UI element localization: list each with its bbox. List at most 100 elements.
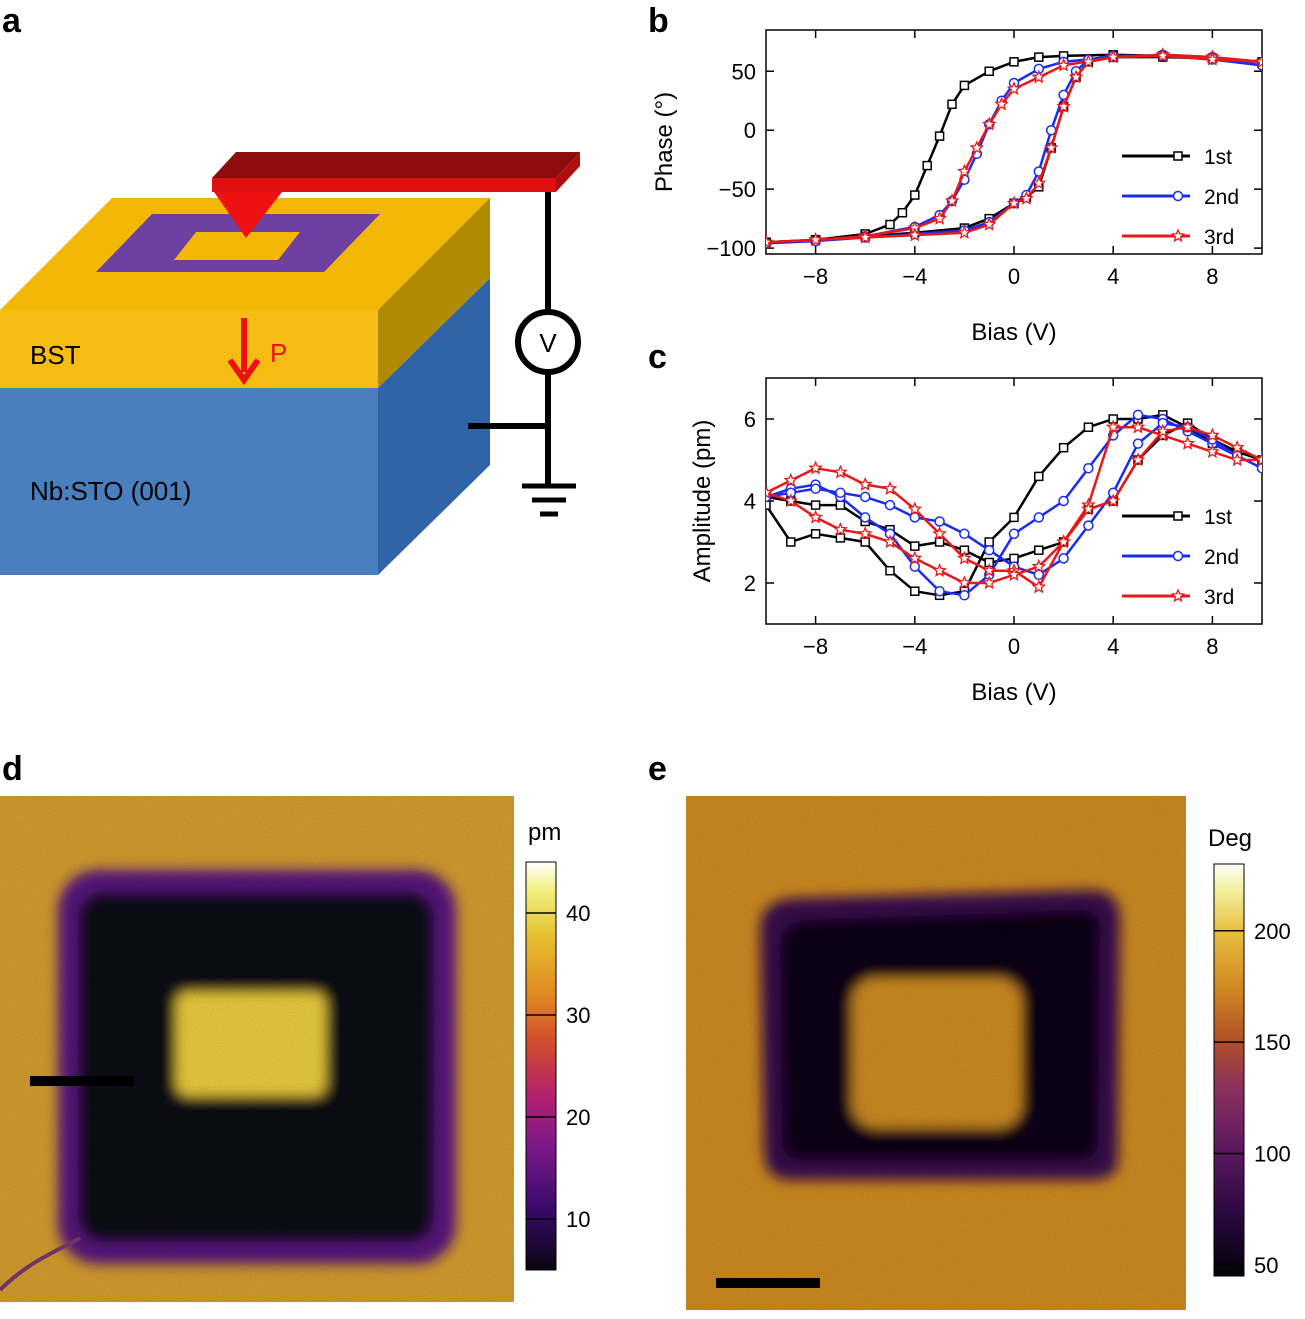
data-point-3rd [981, 116, 997, 131]
data-point-3rd [1130, 419, 1146, 434]
y-tick-label: −50 [719, 177, 756, 202]
data-point-1st [1034, 52, 1044, 62]
x-tick-label: 4 [1107, 634, 1119, 659]
colorbar-d [525, 861, 557, 1271]
data-point-2nd [884, 499, 896, 511]
device-schematic: V P BST Nb:STO (001) [0, 152, 581, 575]
data-point-2nd [1083, 462, 1094, 474]
data-point-2nd [909, 561, 921, 572]
data-point-3rd [1081, 501, 1096, 516]
data-point-3rd [833, 464, 848, 479]
data-point-3rd [1056, 57, 1071, 72]
data-point-2nd [1256, 462, 1262, 474]
legend-label-1st: 1st [1204, 506, 1232, 529]
data-point-3rd [766, 234, 774, 249]
data-point-1st [959, 80, 970, 91]
y-tick-label: −100 [706, 236, 756, 261]
bst-front-face [0, 310, 378, 388]
sto-side-face [378, 278, 490, 575]
legend-marker-3rd [1170, 228, 1186, 243]
data-point-2nd [1033, 569, 1045, 581]
data-point-1st [835, 500, 846, 510]
data-point-3rd [981, 575, 997, 590]
data-point-3rd [766, 485, 774, 500]
y-axis-label: Amplitude (pm) [689, 420, 716, 583]
voltmeter-label: V [539, 328, 557, 358]
scale-bar-d [30, 1076, 134, 1086]
data-point-3rd [1205, 427, 1220, 442]
data-point-3rd [857, 476, 873, 491]
legend-label-2nd: 2nd [1204, 546, 1239, 569]
sto-front-face [0, 388, 378, 575]
data-point-3rd [932, 526, 947, 541]
data-point-1st [910, 586, 920, 596]
y-tick-label: 0 [744, 118, 756, 143]
data-point-2nd [1058, 495, 1069, 507]
data-point-2nd [1132, 409, 1144, 421]
data-point-1st [860, 537, 870, 547]
data-point-1st [984, 537, 994, 547]
substrate-label: Nb:STO (001) [30, 476, 191, 506]
y-axis-label: Phase (°) [651, 92, 678, 192]
data-point-3rd [1081, 54, 1096, 69]
data-point-2nd [1083, 520, 1094, 531]
data-point-3rd [882, 481, 898, 495]
colorbar-e [1213, 863, 1245, 1277]
data-point-3rd [907, 550, 923, 565]
data-point-2nd [859, 491, 871, 503]
legend-label-1st: 1st [1204, 146, 1232, 169]
data-point-1st [1009, 553, 1019, 564]
data-point-3rd [808, 460, 823, 475]
data-point-2nd [1058, 553, 1069, 564]
data-point-2nd [859, 512, 871, 523]
colorbar-tick-label: 200 [1254, 919, 1291, 944]
data-point-3rd [833, 522, 848, 536]
data-point-3rd [1031, 579, 1047, 594]
x-axis-label: Bias (V) [971, 319, 1056, 346]
data-point-3rd [1031, 69, 1047, 84]
data-point-3rd [1006, 567, 1022, 582]
data-point-1st [897, 207, 908, 218]
plot-area-b [766, 47, 1262, 249]
data-point-3rd [1155, 423, 1171, 438]
data-point-3rd [1205, 51, 1220, 66]
data-point-3rd [1056, 534, 1071, 549]
data-point-3rd [1031, 175, 1047, 190]
data-point-3rd [957, 575, 972, 590]
series-line-1st [766, 413, 1262, 597]
y-tick-label: 6 [744, 407, 756, 432]
data-point-3rd [1155, 427, 1171, 442]
data-point-3rd [957, 163, 972, 178]
series-line-2nd [766, 413, 1262, 597]
data-point-3rd [1155, 48, 1171, 63]
data-point-3rd [1105, 419, 1121, 434]
colorbar-tick-label: 100 [1254, 1142, 1291, 1167]
data-point-3rd [1105, 49, 1121, 64]
data-point-3rd [907, 227, 923, 242]
colorbar-tick-label: 40 [566, 901, 590, 926]
data-point-2nd [1008, 528, 1020, 540]
data-point-2nd [810, 483, 821, 494]
panel-label-e: e [648, 750, 667, 788]
data-point-3rd [1180, 419, 1195, 434]
data-point-3rd [1031, 558, 1047, 573]
data-point-3rd [1006, 81, 1022, 96]
data-point-1st [885, 219, 895, 230]
colorbar-d-title: pm [528, 819, 561, 846]
data-point-3rd [808, 509, 823, 524]
data-point-3rd [957, 550, 972, 565]
inner-square-region [174, 232, 300, 260]
colorbar-tick-label: 30 [566, 1003, 590, 1028]
data-point-3rd [857, 229, 873, 244]
x-axis-label: Bias (V) [971, 679, 1056, 706]
data-point-3rd [994, 96, 1009, 111]
panel-label-a: a [2, 2, 22, 40]
x-tick-label: 8 [1206, 264, 1218, 289]
amplitude-butterfly-chart: −8 −4 0 4 8 2 4 6 Bias (V) Amplitude (pm) 1st 2nd 3r… [689, 377, 1263, 706]
data-point-3rd [944, 193, 960, 208]
data-point-3rd [1254, 54, 1262, 69]
data-point-3rd [1254, 452, 1262, 467]
data-point-1st [1083, 422, 1094, 432]
cantilever-end [556, 152, 580, 192]
